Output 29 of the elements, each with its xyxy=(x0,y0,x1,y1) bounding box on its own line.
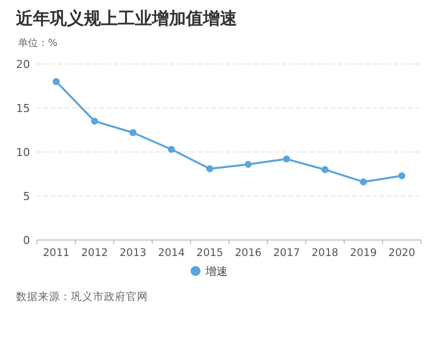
y-axis-title: 单位：% xyxy=(18,37,58,49)
x-tick-label: 2015 xyxy=(196,247,224,259)
y-tick-label: 20 xyxy=(16,58,30,71)
y-tick-label: 0 xyxy=(23,234,30,247)
y-tick-label: 10 xyxy=(16,146,30,159)
legend-label: 增速 xyxy=(204,265,228,278)
x-tick-label: 2019 xyxy=(350,247,377,259)
x-tick-label: 2020 xyxy=(388,247,416,259)
y-tick-label: 5 xyxy=(23,190,30,203)
x-tick-label: 2012 xyxy=(81,247,108,259)
point xyxy=(244,160,252,168)
y-tick-label: 15 xyxy=(16,102,30,115)
point xyxy=(360,178,367,186)
x-tick-label: 2016 xyxy=(234,247,262,259)
point xyxy=(52,78,60,86)
point xyxy=(283,156,290,163)
point xyxy=(168,146,175,153)
point xyxy=(322,166,328,174)
point xyxy=(206,165,214,172)
x-tick-label: 2018 xyxy=(312,247,338,259)
x-tick-label: 2017 xyxy=(273,247,300,259)
x-tick-label: 2013 xyxy=(120,247,146,259)
chart-title: 近年巩义规上工业增加值增速 xyxy=(15,9,237,29)
point xyxy=(130,129,136,136)
source-note: 数据来源：巩义市政府官网 xyxy=(16,290,148,303)
point xyxy=(398,172,406,180)
point xyxy=(91,118,98,125)
x-tick-label: 2014 xyxy=(158,247,186,259)
x-tick-label: 2011 xyxy=(42,247,70,259)
